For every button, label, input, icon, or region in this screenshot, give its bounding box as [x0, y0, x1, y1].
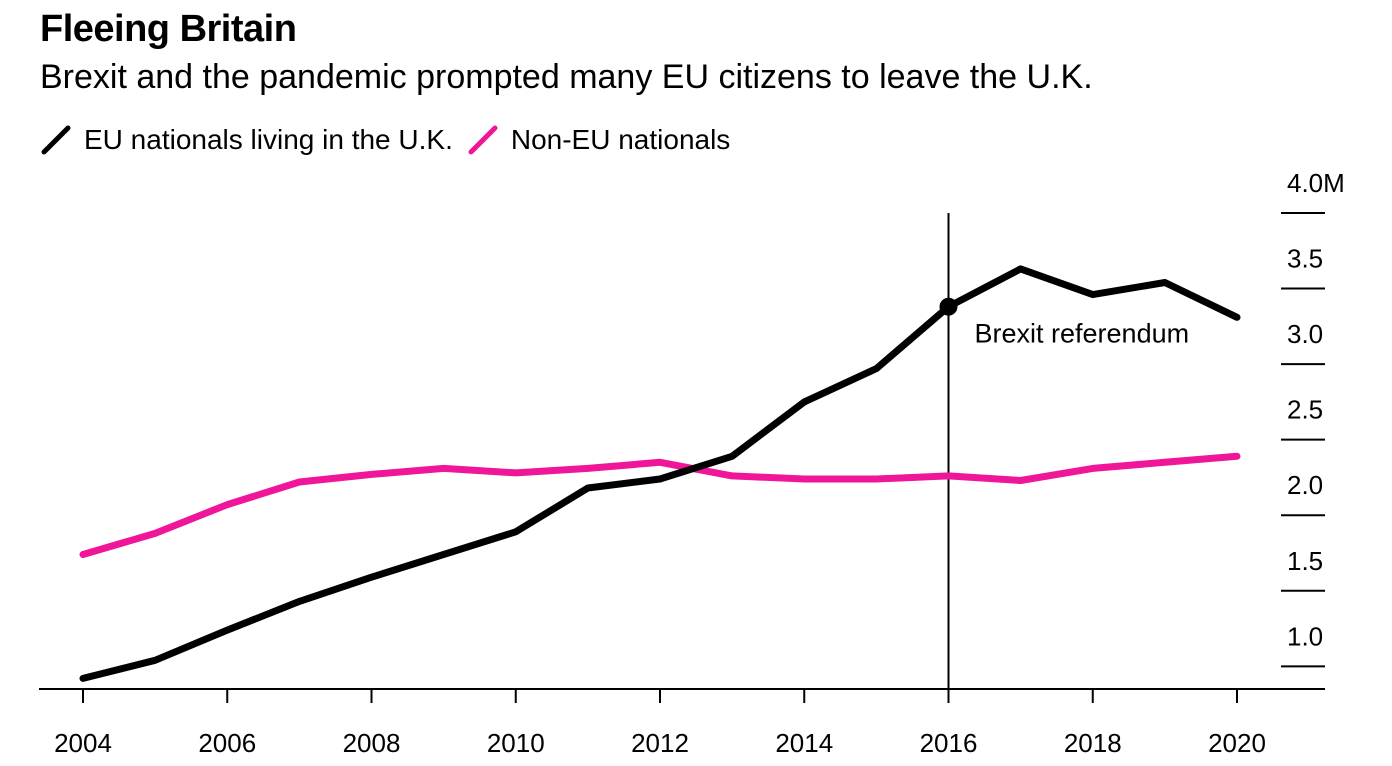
x-tick-label: 2008 [343, 728, 401, 758]
y-tick-label: 1.5 [1287, 546, 1323, 576]
series-line-eu-nationals [79, 265, 1241, 682]
series-line-non-eu-nationals [79, 452, 1241, 558]
x-tick-label: 2018 [1064, 728, 1122, 758]
y-tick-label: 3.0 [1287, 319, 1323, 349]
legend-label-non-eu: Non-EU nationals [510, 124, 731, 155]
annotation-markers [939, 297, 958, 316]
annotation-label: Brexit referendum [975, 319, 1190, 349]
x-axis: 2004 2006 2008 2010 2012 2014 2016 2018 2020 [39, 688, 1325, 758]
y-tick-label: 2.5 [1287, 395, 1323, 425]
legend-swatch-eu-icon [41, 125, 71, 155]
legend-label-eu: EU nationals living in the U.K. [84, 124, 453, 155]
y-tick-label: 1.0 [1287, 621, 1323, 651]
annotation-point [939, 297, 958, 316]
x-tick-label: 2006 [198, 728, 256, 758]
y-tick-label: 2.0 [1287, 470, 1323, 500]
chart-subtitle: Brexit and the pandemic prompted many EU… [40, 58, 1093, 96]
x-tick-label: 2004 [54, 728, 112, 758]
x-tick-label: 2012 [631, 728, 689, 758]
y-tick-label: 4.0M [1287, 168, 1345, 198]
chart-title: Fleeing Britain [40, 8, 297, 50]
x-tick-label: 2016 [920, 728, 978, 758]
x-tick-label: 2010 [487, 728, 545, 758]
x-tick-label: 2014 [775, 728, 833, 758]
series-lines [79, 265, 1241, 682]
x-tick-label: 2020 [1208, 728, 1266, 758]
legend-item-non-eu: Non-EU nationals [467, 124, 730, 156]
legend-item-eu: EU nationals living in the U.K. [40, 124, 453, 156]
legend-swatch-non-eu-icon [468, 125, 498, 155]
y-axis: 1.0 1.5 2.0 2.5 3.0 3.5 4.0M [1281, 168, 1345, 668]
y-tick-label: 3.5 [1287, 244, 1323, 274]
legend: EU nationals living in the U.K. Non-EU n… [40, 122, 744, 158]
brexit-annotation: Brexit referendum [947, 213, 1190, 689]
